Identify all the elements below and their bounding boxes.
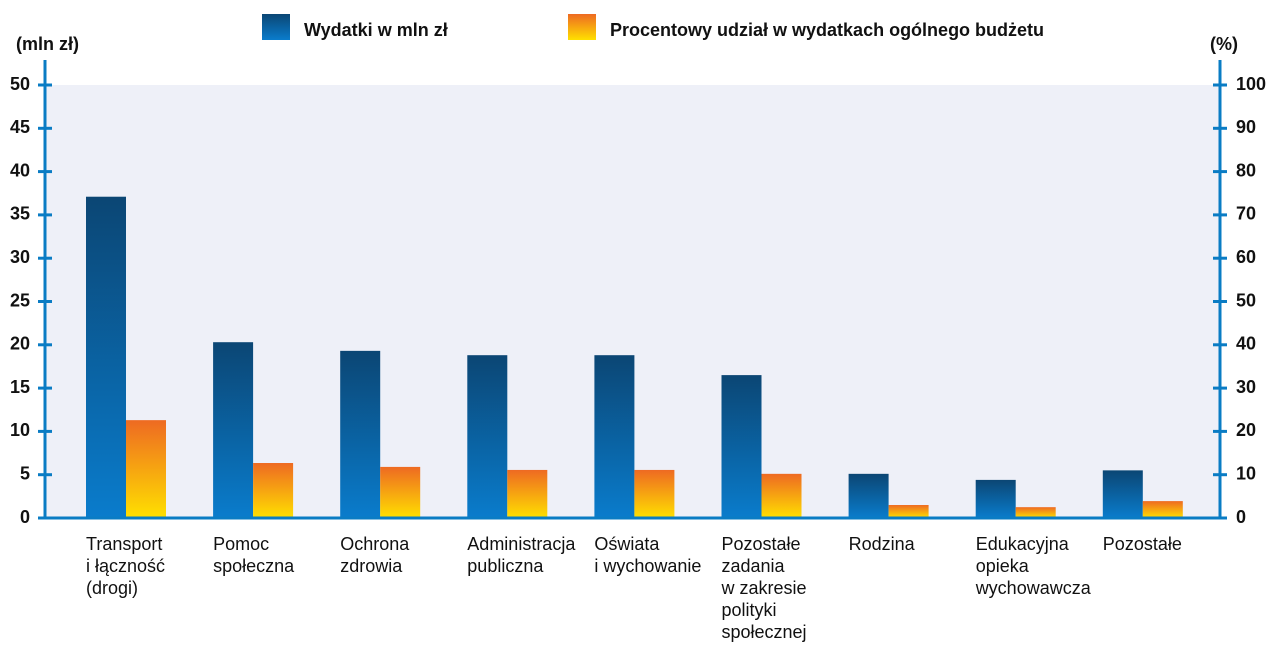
bar <box>253 463 294 518</box>
x-tick-label: Pozostałe <box>1103 534 1182 554</box>
x-tick-label: i łączność <box>86 556 165 576</box>
y2-tick-label: 60 <box>1236 247 1256 267</box>
bar <box>507 469 548 518</box>
x-tick-label: publiczna <box>467 556 544 576</box>
y-tick-label: 30 <box>10 247 30 267</box>
legend-swatch <box>568 14 596 40</box>
bar <box>848 473 889 518</box>
y-tick-label: 35 <box>10 204 30 224</box>
y2-tick-label: 10 <box>1236 463 1256 483</box>
y-tick-label: 5 <box>20 463 30 483</box>
x-tick-label: zadania <box>722 556 786 576</box>
x-tick-label: (drogi) <box>86 578 138 598</box>
y2-tick-label: 90 <box>1236 117 1256 137</box>
y-tick-label: 15 <box>10 377 30 397</box>
y-tick-label: 25 <box>10 290 30 310</box>
x-tick-label: społecznej <box>722 622 807 642</box>
legend-label: Procentowy udział w wydatkach ogólnego b… <box>610 20 1044 40</box>
y2-tick-label: 0 <box>1236 507 1246 527</box>
bar <box>1142 501 1183 518</box>
y2-tick-label: 30 <box>1236 377 1256 397</box>
x-tick-label: zdrowia <box>340 556 403 576</box>
y-tick-label: 45 <box>10 117 30 137</box>
legend-label: Wydatki w mln zł <box>304 20 448 40</box>
y-tick-label: 50 <box>10 74 30 94</box>
x-tick-label: Ochrona <box>340 534 410 554</box>
bar <box>380 466 421 518</box>
y2-axis-title: (%) <box>1210 34 1238 54</box>
y-tick-label: 20 <box>10 334 30 354</box>
x-tick-label: Administracja <box>467 534 576 554</box>
x-tick-label: Pozostałe <box>722 534 801 554</box>
x-tick-label: Edukacyjna <box>976 534 1070 554</box>
bar <box>594 355 635 518</box>
bar <box>126 420 166 518</box>
bar <box>86 196 126 519</box>
y2-tick-label: 20 <box>1236 420 1256 440</box>
bar <box>888 505 929 518</box>
x-tick-label: opieka <box>976 556 1030 576</box>
x-tick-label: Pomoc <box>213 534 269 554</box>
y-tick-label: 10 <box>10 420 30 440</box>
y-tick-label: 40 <box>10 160 30 180</box>
x-tick-label: społeczna <box>213 556 295 576</box>
x-tick-label: Rodzina <box>849 534 916 554</box>
bar <box>975 479 1016 518</box>
y2-tick-label: 70 <box>1236 204 1256 224</box>
bar <box>761 473 802 518</box>
bar <box>467 355 508 518</box>
bar <box>213 342 254 518</box>
bar <box>1015 507 1056 518</box>
y-axis-title: (mln zł) <box>16 34 79 54</box>
x-tick-label: wychowawcza <box>975 578 1092 598</box>
x-tick-label: polityki <box>722 600 777 620</box>
y2-tick-label: 80 <box>1236 160 1256 180</box>
bar <box>721 375 762 518</box>
x-tick-label: Oświata <box>594 534 660 554</box>
bar <box>634 469 675 518</box>
x-tick-label: i wychowanie <box>594 556 701 576</box>
x-tick-label: Transport <box>86 534 162 554</box>
y2-tick-label: 40 <box>1236 334 1256 354</box>
y-tick-label: 0 <box>20 507 30 527</box>
bar <box>340 350 381 518</box>
y2-tick-label: 50 <box>1236 290 1256 310</box>
legend-swatch <box>262 14 290 40</box>
y2-tick-label: 100 <box>1236 74 1266 94</box>
x-tick-label: w zakresie <box>721 578 807 598</box>
bar <box>1102 470 1143 518</box>
